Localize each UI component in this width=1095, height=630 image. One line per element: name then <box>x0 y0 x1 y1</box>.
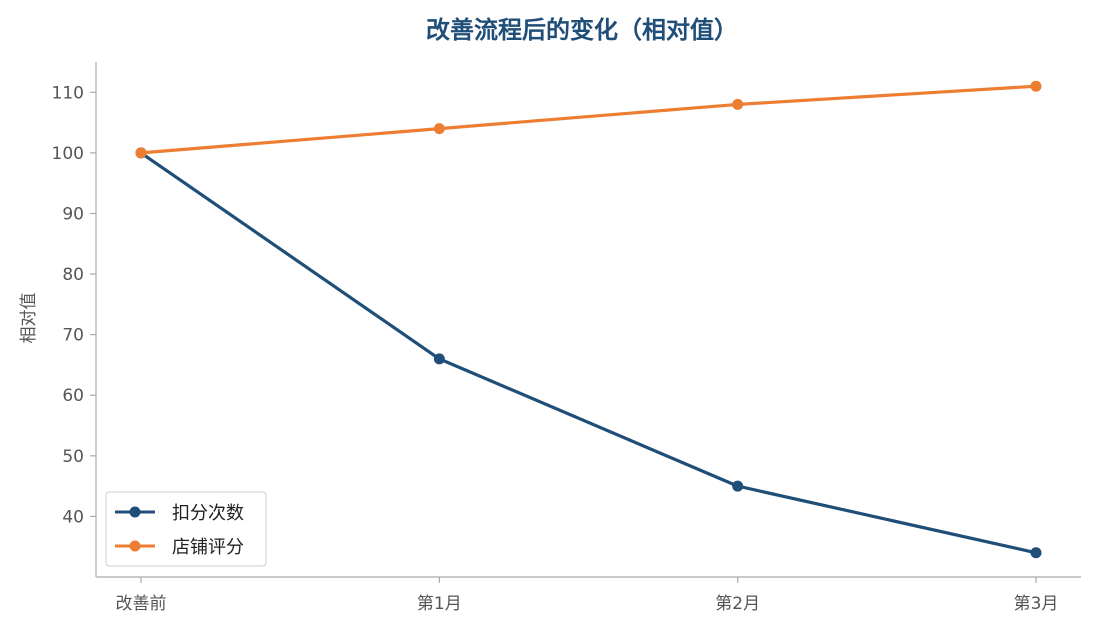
chart-title: 改善流程后的变化（相对值） <box>426 16 738 44</box>
legend-label: 店铺评分 <box>172 537 244 558</box>
data-point <box>732 480 744 492</box>
series-layer <box>135 80 1042 559</box>
legend-swatch-marker <box>129 506 141 518</box>
legend-swatch-marker <box>129 540 141 552</box>
data-point <box>433 123 445 135</box>
y-tick-label: 100 <box>52 144 84 164</box>
x-tick-label: 第2月 <box>715 594 760 614</box>
x-tick-label: 第3月 <box>1014 594 1059 614</box>
y-axis-label: 相对值 <box>19 293 39 344</box>
y-tick-label: 60 <box>62 386 84 406</box>
legend: 扣分次数 店铺评分 <box>105 491 267 567</box>
x-ticks: 改善前 第1月 第2月 第3月 <box>116 577 1059 614</box>
x-tick-label: 第1月 <box>417 594 462 614</box>
y-tick-label: 80 <box>62 265 84 285</box>
series-1 <box>135 80 1042 159</box>
x-tick-label: 改善前 <box>116 594 167 614</box>
y-tick-label: 90 <box>62 204 84 224</box>
y-tick-label: 40 <box>62 507 84 527</box>
series-0 <box>135 147 1042 559</box>
data-point <box>135 147 147 159</box>
data-point <box>433 353 445 365</box>
y-tick-label: 110 <box>52 83 84 103</box>
y-tick-label: 50 <box>62 447 84 467</box>
y-tick-label: 70 <box>62 326 84 346</box>
series-line <box>140 151 1037 555</box>
series-line <box>140 84 1037 155</box>
y-ticks: 40 50 60 70 80 90 100 110 <box>52 83 96 527</box>
legend-label: 扣分次数 <box>172 503 244 524</box>
data-point <box>1030 547 1042 559</box>
data-point <box>1030 80 1042 92</box>
data-point <box>732 98 744 110</box>
